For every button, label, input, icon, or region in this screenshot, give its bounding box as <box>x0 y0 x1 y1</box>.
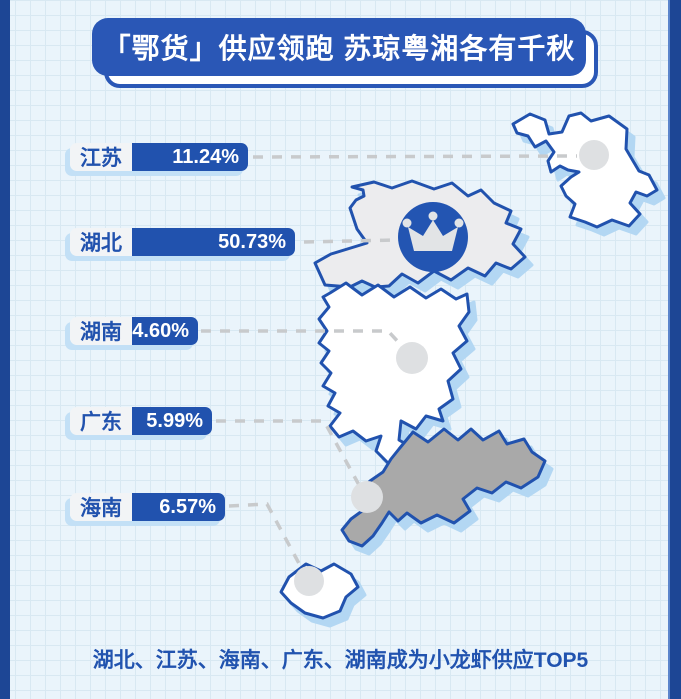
province-hunan-shape <box>317 281 471 466</box>
map-shape-layer <box>279 111 659 620</box>
bar-value-hainan: 6.57% <box>132 493 225 521</box>
crown-icon <box>402 211 464 251</box>
title-banner: 「鄂货」供应领跑 苏琼粤湘各有千秋 <box>92 18 586 76</box>
left-edge-frame <box>0 0 10 699</box>
marker-hunan-dot <box>396 342 428 374</box>
province-guangdong-shape <box>340 427 547 548</box>
bar-row-guangdong: 广东 5.99% <box>70 407 212 435</box>
bar-label-hunan: 湖南 <box>70 317 132 345</box>
bar-value-hubei: 50.73% <box>132 228 295 256</box>
connector-hainan <box>228 502 304 570</box>
bar-label-hubei: 湖北 <box>70 228 132 256</box>
bar-value-guangdong: 5.99% <box>132 407 212 435</box>
marker-jiangsu-dot <box>579 140 609 170</box>
connector-guangdong <box>216 419 361 486</box>
bar-row-hainan: 海南 6.57% <box>70 493 225 521</box>
marker-guangdong-dot <box>351 481 383 513</box>
bottom-caption: 湖北、江苏、海南、广东、湖南成为小龙虾供应TOP5 <box>92 649 589 672</box>
bar-label-jiangsu: 江苏 <box>70 143 132 171</box>
bar-label-hainan: 海南 <box>70 493 132 521</box>
bar-row-hubei: 湖北 50.73% <box>70 228 295 256</box>
connector-hubei <box>303 238 397 244</box>
right-edge-frame <box>668 0 681 699</box>
connector-lines <box>201 154 578 570</box>
location-markers <box>294 140 609 596</box>
page-title: 「鄂货」供应领跑 苏琼粤湘各有千秋 <box>102 33 576 64</box>
bar-label-guangdong: 广东 <box>70 407 132 435</box>
province-jiangsu-shape <box>511 111 659 229</box>
marker-hainan-dot <box>294 566 324 596</box>
crown-badge <box>398 202 468 272</box>
connector-jiangsu <box>252 154 578 159</box>
bar-value-jiangsu: 11.24% <box>132 143 248 171</box>
connector-hunan <box>201 329 404 348</box>
bar-value-hunan: 4.60% <box>132 317 198 345</box>
bar-row-jiangsu: 江苏 11.24% <box>70 143 248 171</box>
bar-row-hunan: 湖南 4.60% <box>70 317 198 345</box>
